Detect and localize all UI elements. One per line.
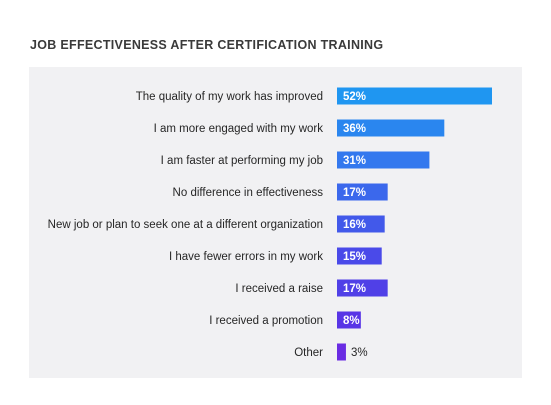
bar bbox=[337, 119, 445, 137]
category-label: Other bbox=[294, 347, 323, 359]
category-label: New job or plan to seek one at a differe… bbox=[48, 219, 323, 231]
bar bbox=[337, 215, 385, 233]
category-label: I received a raise bbox=[235, 283, 323, 295]
value-label: 31% bbox=[343, 155, 366, 167]
chart-title: JOB EFFECTIVENESS AFTER CERTIFICATION TR… bbox=[30, 38, 384, 52]
value-label: 36% bbox=[343, 123, 366, 135]
category-label: No difference in effectiveness bbox=[173, 187, 324, 199]
value-label: 17% bbox=[343, 283, 366, 295]
bar bbox=[337, 151, 430, 169]
bar bbox=[337, 311, 361, 329]
bar bbox=[337, 87, 492, 105]
value-label: 8% bbox=[343, 315, 360, 327]
bar-chart: The quality of my work has improved 52% I … bbox=[48, 87, 492, 361]
category-label: The quality of my work has improved bbox=[136, 91, 323, 103]
value-label: 52% bbox=[343, 91, 366, 103]
value-label: 17% bbox=[343, 187, 366, 199]
category-label: I am more engaged with my work bbox=[154, 123, 324, 135]
category-label: I have fewer errors in my work bbox=[169, 251, 323, 263]
value-label: 15% bbox=[343, 251, 366, 263]
bar bbox=[337, 343, 346, 361]
value-label: 16% bbox=[343, 219, 366, 231]
bar bbox=[337, 247, 382, 265]
category-label: I received a promotion bbox=[209, 315, 323, 327]
bar bbox=[337, 183, 388, 201]
value-label: 3% bbox=[351, 347, 368, 359]
bar bbox=[337, 279, 388, 297]
chart-panel: The quality of my work has improved 52% I … bbox=[29, 67, 522, 378]
category-label: I am faster at performing my job bbox=[161, 155, 323, 167]
